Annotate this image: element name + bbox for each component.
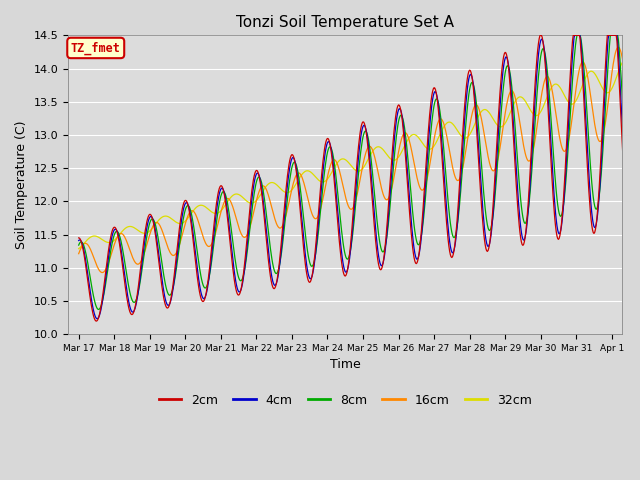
X-axis label: Time: Time (330, 359, 360, 372)
2cm (454, 208, 461, 214)
Text: TZ_fmet: TZ_fmet (71, 41, 121, 55)
4cm (275, 270, 282, 276)
8cm (574, 33, 582, 38)
2cm (75, 235, 83, 241)
8cm (246, 221, 254, 227)
16cm (246, 223, 254, 228)
4cm (93, 316, 101, 322)
Y-axis label: Soil Temperature (C): Soil Temperature (C) (15, 120, 28, 249)
8cm (142, 238, 150, 244)
16cm (296, 171, 304, 177)
32cm (623, 55, 630, 61)
2cm (93, 318, 100, 324)
8cm (95, 307, 102, 312)
16cm (75, 251, 83, 256)
32cm (75, 246, 83, 252)
16cm (142, 244, 150, 250)
32cm (453, 127, 461, 132)
2cm (422, 163, 430, 168)
4cm (75, 238, 83, 243)
8cm (75, 242, 83, 248)
8cm (422, 189, 430, 195)
2cm (296, 206, 304, 212)
16cm (614, 44, 622, 50)
16cm (422, 180, 430, 186)
32cm (421, 144, 429, 149)
16cm (275, 225, 282, 230)
8cm (454, 219, 461, 225)
4cm (571, 33, 579, 38)
16cm (454, 178, 461, 183)
4cm (454, 217, 461, 223)
4cm (142, 229, 150, 235)
Line: 16cm: 16cm (79, 47, 640, 273)
Line: 32cm: 32cm (79, 58, 640, 249)
Line: 4cm: 4cm (79, 36, 640, 319)
4cm (296, 197, 304, 203)
4cm (422, 176, 430, 181)
32cm (246, 200, 253, 206)
Title: Tonzi Soil Temperature Set A: Tonzi Soil Temperature Set A (236, 15, 454, 30)
2cm (246, 200, 254, 206)
4cm (246, 209, 254, 215)
8cm (296, 184, 304, 190)
Line: 8cm: 8cm (79, 36, 640, 310)
Line: 2cm: 2cm (79, 36, 640, 321)
16cm (99, 270, 106, 276)
2cm (142, 223, 150, 228)
8cm (275, 266, 282, 272)
2cm (275, 266, 282, 272)
32cm (296, 175, 303, 181)
Legend: 2cm, 4cm, 8cm, 16cm, 32cm: 2cm, 4cm, 8cm, 16cm, 32cm (154, 389, 537, 411)
32cm (141, 230, 149, 236)
32cm (274, 183, 282, 189)
2cm (537, 33, 545, 38)
